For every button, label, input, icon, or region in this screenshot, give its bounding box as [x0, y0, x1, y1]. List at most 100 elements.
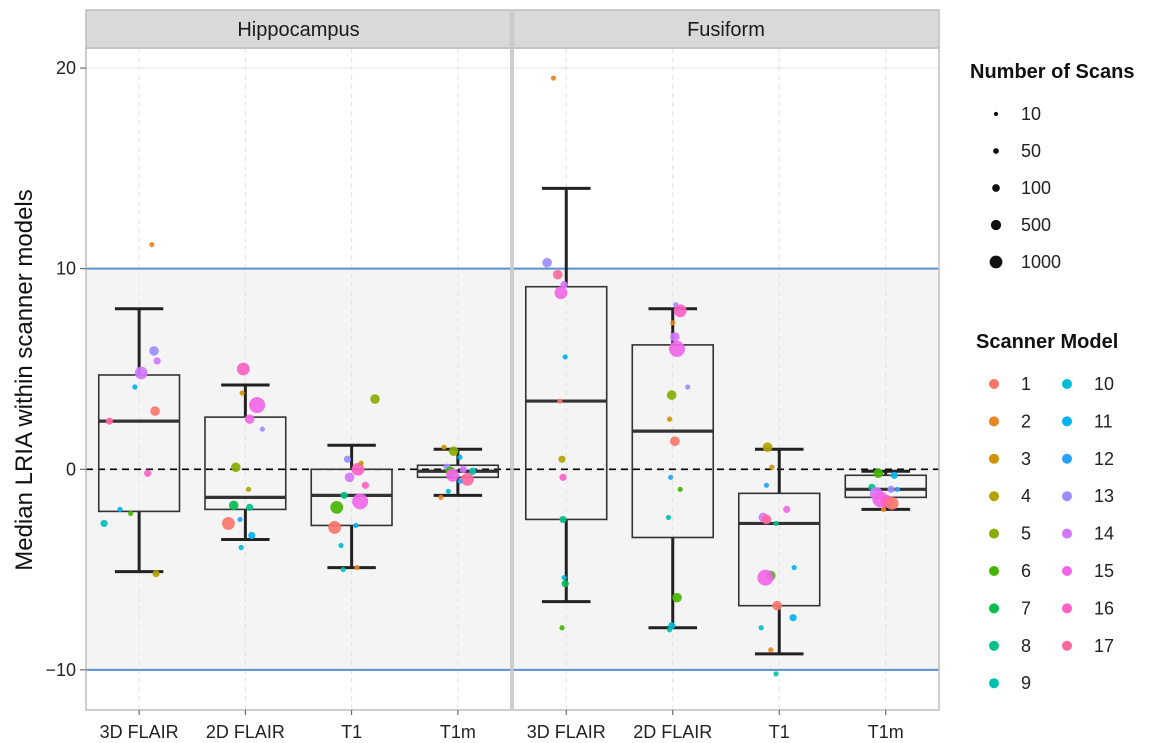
data-point [561, 580, 569, 588]
legend-color-key [1062, 379, 1072, 389]
data-point [894, 486, 901, 492]
legend-color-label: 6 [1021, 561, 1031, 581]
x-tick-label: 3D FLAIR [100, 722, 179, 742]
data-point [673, 304, 687, 318]
data-point [669, 340, 686, 357]
data-point [763, 482, 770, 488]
legend-color-label: 8 [1021, 636, 1031, 656]
legend-color-key [1062, 528, 1072, 539]
legend-color-label: 11 [1094, 411, 1113, 431]
legend-color-label: 4 [1021, 486, 1031, 506]
data-point [789, 614, 797, 622]
data-point [128, 510, 134, 517]
legend-color-title: Scanner Model [976, 331, 1118, 353]
legend-size-title: Number of Scans [970, 61, 1134, 83]
x-tick-label: 2D FLAIR [633, 722, 712, 742]
legend-color-key [989, 678, 999, 689]
data-point [666, 416, 673, 422]
data-point [773, 520, 779, 527]
data-point [144, 469, 152, 477]
y-axis-ticks: −10 0 10 20 [45, 58, 86, 680]
data-point [670, 320, 676, 326]
data-point [330, 500, 344, 514]
data-point [559, 625, 565, 631]
data-point [559, 473, 567, 481]
x-tick-label: 3D FLAIR [527, 722, 606, 742]
data-point [338, 542, 344, 549]
data-point [873, 468, 884, 479]
data-point [677, 486, 683, 492]
data-point [152, 569, 160, 578]
legend-color-key [989, 603, 999, 614]
data-point [768, 647, 774, 653]
data-point [557, 398, 563, 404]
data-point [559, 515, 567, 524]
data-point [221, 517, 235, 530]
data-point [351, 462, 365, 476]
legend-number-of-scans: Number of Scans 10 50 100 500 1000 [970, 61, 1134, 272]
data-point [461, 472, 474, 486]
data-point [668, 474, 674, 480]
legend-size-key [990, 219, 1002, 231]
data-point [132, 384, 138, 390]
x-tick-label: T1 [769, 722, 790, 742]
legend-size-key [989, 255, 1003, 269]
data-point [441, 444, 447, 450]
data-point [469, 467, 477, 475]
data-point [231, 462, 241, 473]
legend-color-key [989, 566, 999, 576]
data-point [361, 481, 370, 489]
legend-size-label: 50 [1021, 141, 1041, 161]
data-point [259, 426, 265, 432]
legend-color-key [989, 640, 999, 651]
data-point [758, 625, 764, 631]
data-point [134, 366, 148, 380]
legend-size-key [993, 111, 999, 117]
boxplot [737, 447, 821, 656]
data-point [328, 521, 342, 534]
y-axis-label: Median LRIA within scanner models [11, 189, 38, 571]
data-point [887, 485, 895, 493]
data-point [358, 460, 364, 466]
data-point [670, 332, 680, 342]
data-point [100, 519, 108, 528]
data-point [885, 496, 899, 510]
data-point [228, 500, 239, 511]
data-point [246, 503, 254, 511]
legend-color-key [989, 416, 999, 427]
data-point [762, 442, 773, 453]
y-tick-label: 10 [56, 259, 76, 279]
data-point [343, 455, 351, 463]
panel-fusiform: Fusiform [512, 9, 940, 711]
data-point [340, 566, 346, 573]
legend-color-key [1062, 566, 1072, 576]
data-point [150, 406, 160, 416]
data-point [791, 564, 797, 571]
legend-color-label: 1 [1021, 374, 1031, 394]
x-tick-label: 2D FLAIR [206, 722, 285, 742]
legend-color-label: 14 [1094, 524, 1114, 544]
legend-color-label: 10 [1094, 374, 1114, 394]
legend-color-label: 13 [1094, 486, 1114, 506]
legend-color-key [1062, 603, 1072, 614]
data-point [459, 465, 467, 473]
data-point [773, 671, 779, 677]
legend-size-label: 100 [1021, 178, 1051, 198]
legend-color-key [989, 528, 999, 539]
data-point [550, 75, 557, 81]
legend-color-label: 16 [1094, 598, 1114, 618]
data-point [772, 600, 782, 611]
data-point [558, 455, 566, 463]
data-point [562, 354, 568, 360]
legend-size-key [992, 184, 1000, 192]
data-point [554, 286, 568, 300]
data-point [117, 506, 123, 512]
data-point [672, 592, 682, 603]
data-point [249, 397, 266, 414]
data-point [445, 488, 451, 494]
legend-color-label: 9 [1021, 673, 1031, 693]
legend-color-label: 2 [1021, 411, 1031, 431]
facet-strip [512, 9, 940, 49]
data-point [761, 514, 772, 525]
